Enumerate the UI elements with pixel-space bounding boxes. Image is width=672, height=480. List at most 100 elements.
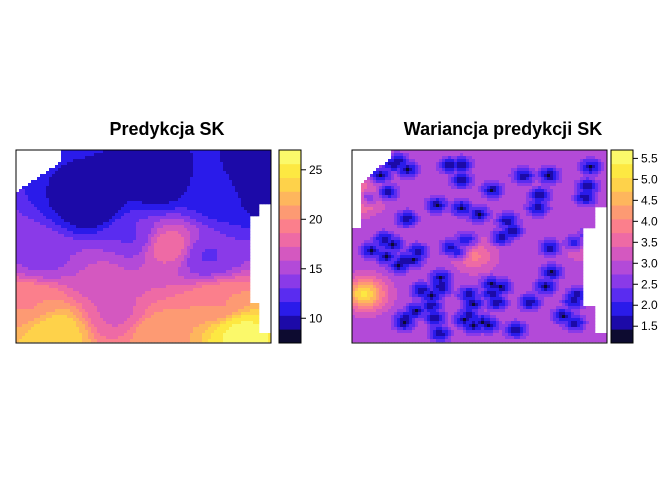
heatmap-cell [175,285,179,289]
heatmap-cell [244,240,248,244]
heatmap-cell [148,207,152,211]
heatmap-cell [37,210,41,214]
heatmap-cell [82,339,86,343]
heatmap-cell [172,336,176,340]
heatmap-cell [145,282,149,286]
heatmap-cell [160,312,164,316]
heatmap-cell [223,225,227,229]
heatmap-cell [241,324,245,328]
heatmap-cell [79,189,83,193]
heatmap-cell [67,171,71,175]
heatmap-cell [76,318,80,322]
heatmap-cell [202,243,206,247]
heatmap-cell [202,321,206,325]
heatmap-cell [94,303,98,307]
heatmap-cell [118,282,122,286]
heatmap-cell [106,261,110,265]
heatmap-cell [169,312,173,316]
heatmap-cell [139,240,143,244]
heatmap-cell [220,210,224,214]
heatmap-cell [115,156,119,160]
heatmap-cell [88,270,92,274]
heatmap-cell [205,267,209,271]
heatmap-cell [181,228,185,232]
heatmap-cell [205,324,209,328]
heatmap-cell [49,312,53,316]
heatmap-cell [58,171,62,175]
heatmap-cell [100,312,104,316]
heatmap-cell [64,210,68,214]
heatmap-cell [82,174,86,178]
heatmap-cell [67,294,71,298]
heatmap-cell [145,303,149,307]
heatmap-cell [205,291,209,295]
heatmap-cell [229,258,233,262]
heatmap-cell [208,246,212,250]
heatmap-cell [175,153,179,157]
heatmap-cell [73,291,77,295]
heatmap-cell [199,267,203,271]
heatmap-cell [178,153,182,157]
heatmap-cell [58,315,62,319]
heatmap-cell [124,177,128,181]
heatmap-cell [202,327,206,331]
heatmap-cell [163,282,167,286]
heatmap-cell [241,303,245,307]
heatmap-cell [262,189,266,193]
heatmap-cell [43,213,47,217]
heatmap-cell [157,213,161,217]
heatmap-cell [211,264,215,268]
heatmap-cell [100,327,104,331]
heatmap-cell [211,246,215,250]
heatmap-cell [211,171,215,175]
heatmap-cell [52,225,56,229]
heatmap-cell [226,240,230,244]
heatmap-cell [94,192,98,196]
heatmap-cell [241,282,245,286]
heatmap-cell [67,261,71,265]
heatmap-cell [25,321,29,325]
heatmap-cell [172,324,176,328]
heatmap-cell [130,255,134,259]
heatmap-cell [76,336,80,340]
heatmap-cell [229,165,233,169]
heatmap-cell [175,312,179,316]
heatmap-cell [235,243,239,247]
heatmap-cell [118,213,122,217]
heatmap-cell [187,174,191,178]
heatmap-cell [190,183,194,187]
heatmap-cell [136,312,140,316]
heatmap-cell [157,270,161,274]
heatmap-cell [97,168,101,172]
heatmap-cell [22,300,26,304]
heatmap-cell [190,255,194,259]
heatmap-cell [76,288,80,292]
heatmap-cell [145,237,149,241]
heatmap-cell [112,255,116,259]
heatmap-cell [253,159,257,163]
heatmap-cell [64,306,68,310]
heatmap-cell [43,198,47,202]
heatmap-cell [79,195,83,199]
heatmap-cell [157,222,161,226]
heatmap-cell [37,234,41,238]
heatmap-cell [148,321,152,325]
heatmap-cell [145,252,149,256]
heatmap-cell [64,312,68,316]
heatmap-cell [145,225,149,229]
heatmap-cell [136,318,140,322]
heatmap-cell [202,228,206,232]
heatmap-cell [112,264,116,268]
heatmap-cell [121,240,125,244]
heatmap-cell [253,192,257,196]
heatmap-cell [103,207,107,211]
heatmap-cell [112,294,116,298]
heatmap-cell [166,333,170,337]
heatmap-cell [34,294,38,298]
heatmap-cell [40,249,44,253]
heatmap-cell [223,237,227,241]
heatmap-cell [244,150,248,154]
heatmap-cell [127,234,131,238]
heatmap-cell [28,249,32,253]
heatmap-cell [64,327,68,331]
